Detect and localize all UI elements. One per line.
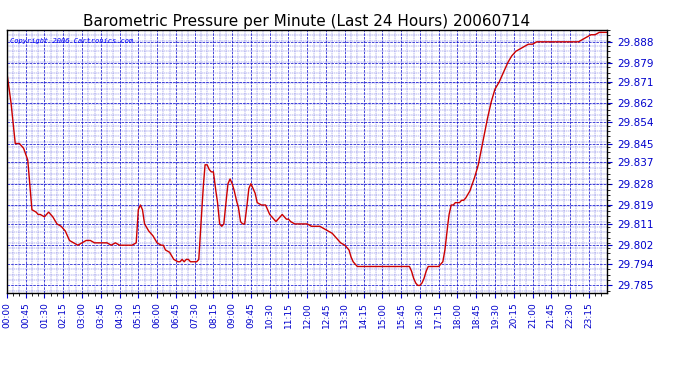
- Text: Copyright 2006 Cartronics.com: Copyright 2006 Cartronics.com: [10, 38, 133, 44]
- Title: Barometric Pressure per Minute (Last 24 Hours) 20060714: Barometric Pressure per Minute (Last 24 …: [83, 14, 531, 29]
